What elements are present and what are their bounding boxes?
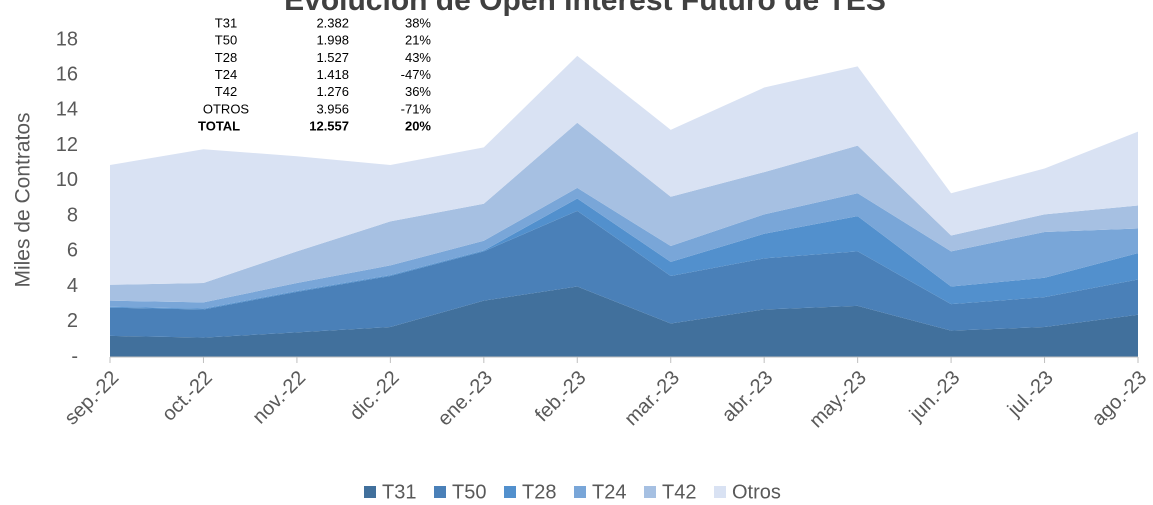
y-tick-label: 16 xyxy=(56,64,78,86)
x-tick-label: oct.-22 xyxy=(158,367,217,426)
table-cell: T42 xyxy=(215,84,237,99)
table-cell: 1.276 xyxy=(316,84,349,99)
legend-label: T28 xyxy=(522,481,556,503)
legend-label: T24 xyxy=(592,481,626,503)
x-tick-label: dic.-22 xyxy=(346,367,404,425)
legend-label: Otros xyxy=(732,481,781,503)
table-cell: 2.382 xyxy=(316,15,349,30)
legend-swatch xyxy=(714,486,726,498)
x-tick-label: nov.-22 xyxy=(248,367,310,429)
legend-swatch xyxy=(364,486,376,498)
y-tick-label: - xyxy=(71,345,78,367)
x-tick-label: sep.-22 xyxy=(61,367,124,430)
y-tick-label: 18 xyxy=(56,28,78,50)
chart-title: Evolución de Open Interest Futuro de TES xyxy=(284,0,886,17)
legend-swatch xyxy=(574,486,586,498)
x-tick-label: ene.-23 xyxy=(434,367,498,431)
x-tick-label: may.-23 xyxy=(805,367,871,433)
area xyxy=(110,210,1138,338)
y-tick-label: 12 xyxy=(56,134,78,156)
y-tick-label: 10 xyxy=(56,169,78,191)
x-tick-label: jul.-23 xyxy=(1003,367,1058,422)
legend-swatch xyxy=(434,486,446,498)
table-cell: 1.418 xyxy=(316,67,349,82)
x-tick-label: mar.-23 xyxy=(620,367,684,431)
table-cell: T24 xyxy=(215,67,237,82)
table-cell: 21% xyxy=(405,33,431,48)
table-cell: 20% xyxy=(405,119,431,134)
x-tick-label: feb.-23 xyxy=(531,367,591,427)
table-cell: 1.998 xyxy=(316,33,349,48)
table-cell: 12.557 xyxy=(309,119,349,134)
table-cell: 1.527 xyxy=(316,50,349,65)
area xyxy=(110,122,1138,303)
table-cell: -47% xyxy=(401,67,432,82)
table-cell: OTROS xyxy=(203,101,250,116)
area xyxy=(110,286,1138,357)
table-cell: T28 xyxy=(215,50,237,65)
x-tick-label: abr.-23 xyxy=(718,367,778,427)
y-tick-label: 6 xyxy=(67,240,78,262)
table-cell: T50 xyxy=(215,33,237,48)
legend-swatch xyxy=(644,486,656,498)
table-cell: 36% xyxy=(405,84,431,99)
table-cell: TOTAL xyxy=(198,119,240,134)
table-cell: 3.956 xyxy=(316,101,349,116)
y-axis-title: Miles de Contratos xyxy=(12,112,35,287)
area xyxy=(110,55,1138,285)
x-tick-label: ago.-23 xyxy=(1088,367,1152,431)
legend-label: T50 xyxy=(452,481,486,503)
table-cell: -71% xyxy=(401,101,432,116)
table-cell: 43% xyxy=(405,50,431,65)
area xyxy=(110,187,1138,309)
y-tick-label: 14 xyxy=(56,99,78,121)
legend-label: T31 xyxy=(382,481,416,503)
y-tick-label: 2 xyxy=(67,310,78,332)
table-cell: T31 xyxy=(215,15,237,30)
y-tick-label: 4 xyxy=(67,275,78,297)
table-cell: 38% xyxy=(405,15,431,30)
legend-label: T42 xyxy=(662,481,696,503)
x-tick-label: jun.-23 xyxy=(905,367,965,427)
y-tick-label: 8 xyxy=(67,204,78,226)
legend-swatch xyxy=(504,486,516,498)
